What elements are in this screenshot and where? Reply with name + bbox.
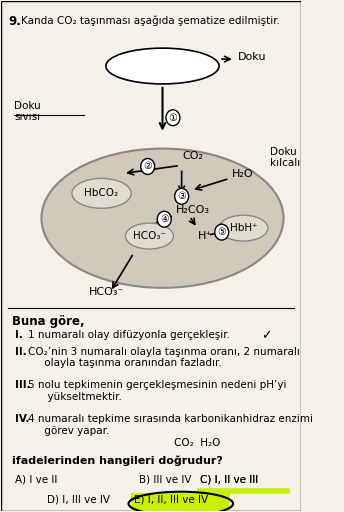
Text: B) III ve IV: B) III ve IV xyxy=(139,475,192,485)
Text: 1 numaralı olay difüzyonla gerçekleşir.: 1 numaralı olay difüzyonla gerçekleşir. xyxy=(28,330,229,339)
Text: Doku
sıvısı: Doku sıvısı xyxy=(14,101,41,122)
Text: ②: ② xyxy=(143,161,152,172)
Text: CO₂’nin 3 numaralı olayla taşınma oranı, 2 numaralı
     olayla taşınma oranında: CO₂’nin 3 numaralı olayla taşınma oranı,… xyxy=(28,347,299,368)
Text: ✓: ✓ xyxy=(261,330,271,343)
Text: Buna göre,: Buna göre, xyxy=(12,315,85,328)
Circle shape xyxy=(157,211,171,227)
Text: E) I, II, III ve IV: E) I, II, III ve IV xyxy=(134,495,208,505)
Ellipse shape xyxy=(126,223,173,249)
Text: III.: III. xyxy=(15,380,31,390)
Text: 9.: 9. xyxy=(8,15,21,28)
Circle shape xyxy=(175,188,189,204)
Text: H⁺: H⁺ xyxy=(198,231,213,241)
Text: CO₂: CO₂ xyxy=(183,151,204,161)
Text: HCO₃⁻: HCO₃⁻ xyxy=(88,287,124,297)
Text: H₂CO₃: H₂CO₃ xyxy=(175,205,209,215)
Text: ①: ① xyxy=(169,113,177,123)
Ellipse shape xyxy=(106,48,219,84)
FancyBboxPatch shape xyxy=(1,2,301,510)
Text: II.: II. xyxy=(15,347,27,356)
Text: ④: ④ xyxy=(160,214,169,224)
Ellipse shape xyxy=(219,215,268,241)
Text: Kanda CO₂ taşınması aşağıda şematize edilmiştir.: Kanda CO₂ taşınması aşağıda şematize edi… xyxy=(21,15,280,26)
Circle shape xyxy=(215,224,229,240)
Text: ifadelerinden hangileri doğrudur?: ifadelerinden hangileri doğrudur? xyxy=(12,456,223,466)
Text: I.: I. xyxy=(15,330,23,339)
Text: C) I, II ve III: C) I, II ve III xyxy=(200,475,258,485)
Text: ③: ③ xyxy=(177,191,186,201)
Text: D) I, III ve IV: D) I, III ve IV xyxy=(47,495,110,505)
Text: Doku
kılcalı: Doku kılcalı xyxy=(270,146,300,168)
Text: HCO₃⁻: HCO₃⁻ xyxy=(133,231,166,241)
FancyBboxPatch shape xyxy=(131,493,230,511)
Text: CO₂  H₂O: CO₂ H₂O xyxy=(174,438,220,448)
Ellipse shape xyxy=(41,148,283,288)
Circle shape xyxy=(141,159,155,175)
Text: Doku: Doku xyxy=(238,52,267,62)
Text: A) I ve II: A) I ve II xyxy=(15,475,58,485)
Text: 5 nolu tepkimenin gerçekleşmesinin nedeni pH’yi
      yükseltmektir.: 5 nolu tepkimenin gerçekleşmesinin neden… xyxy=(28,380,286,402)
Text: IV.: IV. xyxy=(15,414,30,424)
Ellipse shape xyxy=(72,178,131,208)
Text: ⑤: ⑤ xyxy=(217,227,226,237)
Circle shape xyxy=(166,110,180,126)
Text: HbCO₂: HbCO₂ xyxy=(85,188,119,198)
Text: HbH⁺: HbH⁺ xyxy=(230,223,257,233)
Text: 4 numaralı tepkime sırasında karbonikanhidraz enzimi
     görev yapar.: 4 numaralı tepkime sırasında karbonikanh… xyxy=(28,414,312,436)
Text: H₂O: H₂O xyxy=(232,169,254,179)
Text: C) I, II ve III: C) I, II ve III xyxy=(200,475,258,485)
